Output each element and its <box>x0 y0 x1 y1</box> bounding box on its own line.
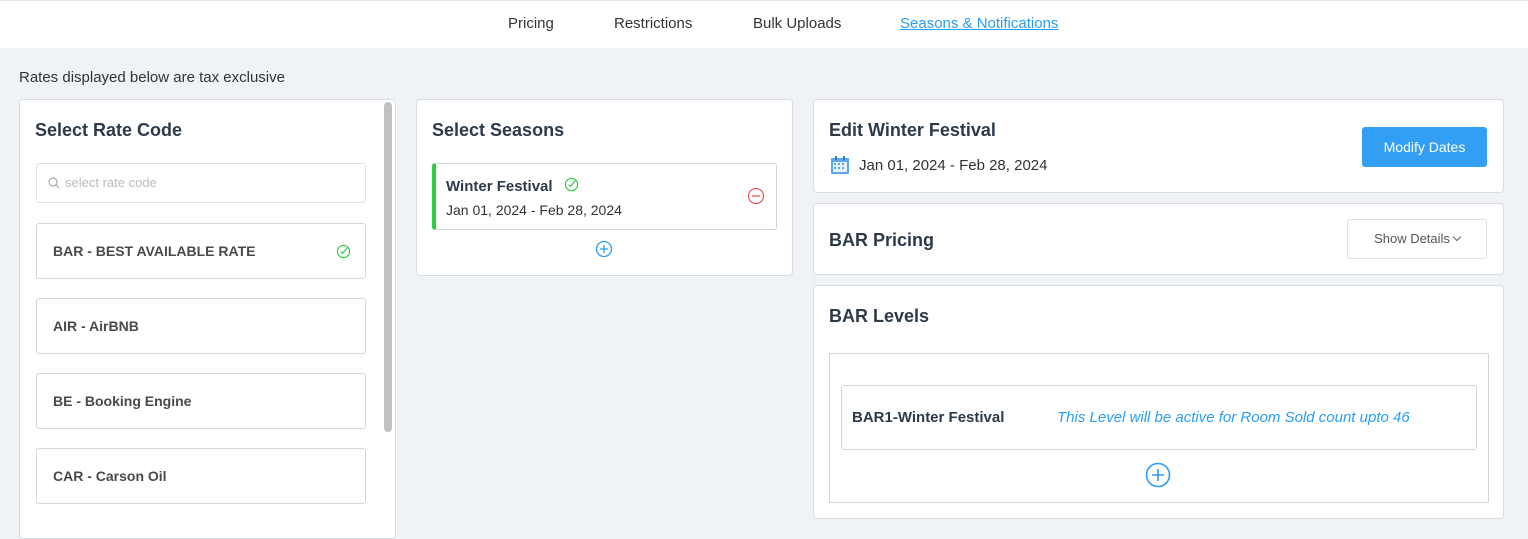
panel-title: BAR Pricing <box>829 230 935 250</box>
levels-container: BAR1-Winter Festival This Level will be … <box>829 353 1489 503</box>
rate-code-item[interactable]: BE - Booking Engine <box>36 373 366 429</box>
level-item[interactable]: BAR1-Winter Festival This Level will be … <box>841 385 1477 450</box>
season-item[interactable]: Winter Festival Jan 01, 2024 - Feb 28, 2… <box>432 163 777 230</box>
tab-restrictions[interactable]: Restrictions <box>614 15 693 32</box>
rate-code-panel: Select Rate Code BAR - BEST AVAILABLE RA… <box>19 99 396 539</box>
scrollbar[interactable] <box>384 102 392 432</box>
calendar-icon <box>831 156 849 174</box>
add-level-icon[interactable] <box>1145 462 1171 488</box>
rate-code-item[interactable]: BAR - BEST AVAILABLE RATE <box>36 223 366 279</box>
add-season-icon[interactable] <box>595 240 613 258</box>
show-details-button[interactable]: Show Details <box>1347 219 1487 259</box>
bar-levels-panel: BAR Levels BAR1-Winter Festival This Lev… <box>813 285 1504 519</box>
bar-pricing-panel: BAR Pricing Show Details <box>813 203 1504 275</box>
panel-title: Edit Winter Festival <box>829 120 996 140</box>
seasons-panel: Select Seasons Winter Festival Jan 01, 2… <box>416 99 793 276</box>
remove-season-icon[interactable] <box>747 187 765 205</box>
search-input[interactable] <box>65 175 345 190</box>
rate-code-item[interactable]: AIR - AirBNB <box>36 298 366 354</box>
tax-note: Rates displayed below are tax exclusive <box>19 69 285 86</box>
rate-code-item[interactable]: CAR - Carson Oil <box>36 448 366 504</box>
panel-title: Select Rate Code <box>35 120 183 140</box>
edit-season-panel: Edit Winter Festival Jan 01, 2024 - Feb … <box>813 99 1504 193</box>
top-nav: Pricing Restrictions Bulk Uploads Season… <box>0 0 1528 48</box>
modify-dates-button[interactable]: Modify Dates <box>1362 127 1487 167</box>
panel-title: BAR Levels <box>829 306 930 326</box>
check-circle-icon <box>564 177 579 192</box>
search-icon <box>48 177 60 189</box>
rate-code-search[interactable] <box>36 163 366 203</box>
season-dates: Jan 01, 2024 - Feb 28, 2024 <box>859 157 1048 174</box>
tab-pricing[interactable]: Pricing <box>508 15 554 32</box>
tab-seasons-notifications[interactable]: Seasons & Notifications <box>900 15 1059 32</box>
panel-title: Select Seasons <box>432 120 565 140</box>
check-circle-icon <box>336 244 351 259</box>
chevron-down-icon <box>1452 232 1462 242</box>
tab-bulk-uploads[interactable]: Bulk Uploads <box>753 15 842 32</box>
